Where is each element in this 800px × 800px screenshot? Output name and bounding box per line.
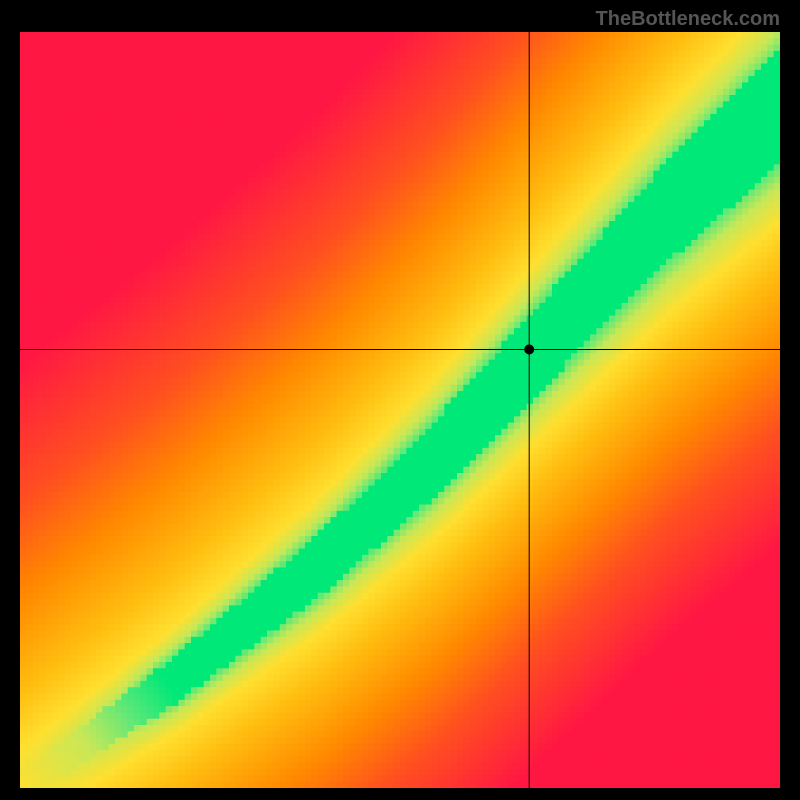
watermark-text: TheBottleneck.com bbox=[596, 8, 780, 31]
heatmap-plot bbox=[20, 32, 780, 788]
heatmap-canvas bbox=[20, 32, 780, 788]
